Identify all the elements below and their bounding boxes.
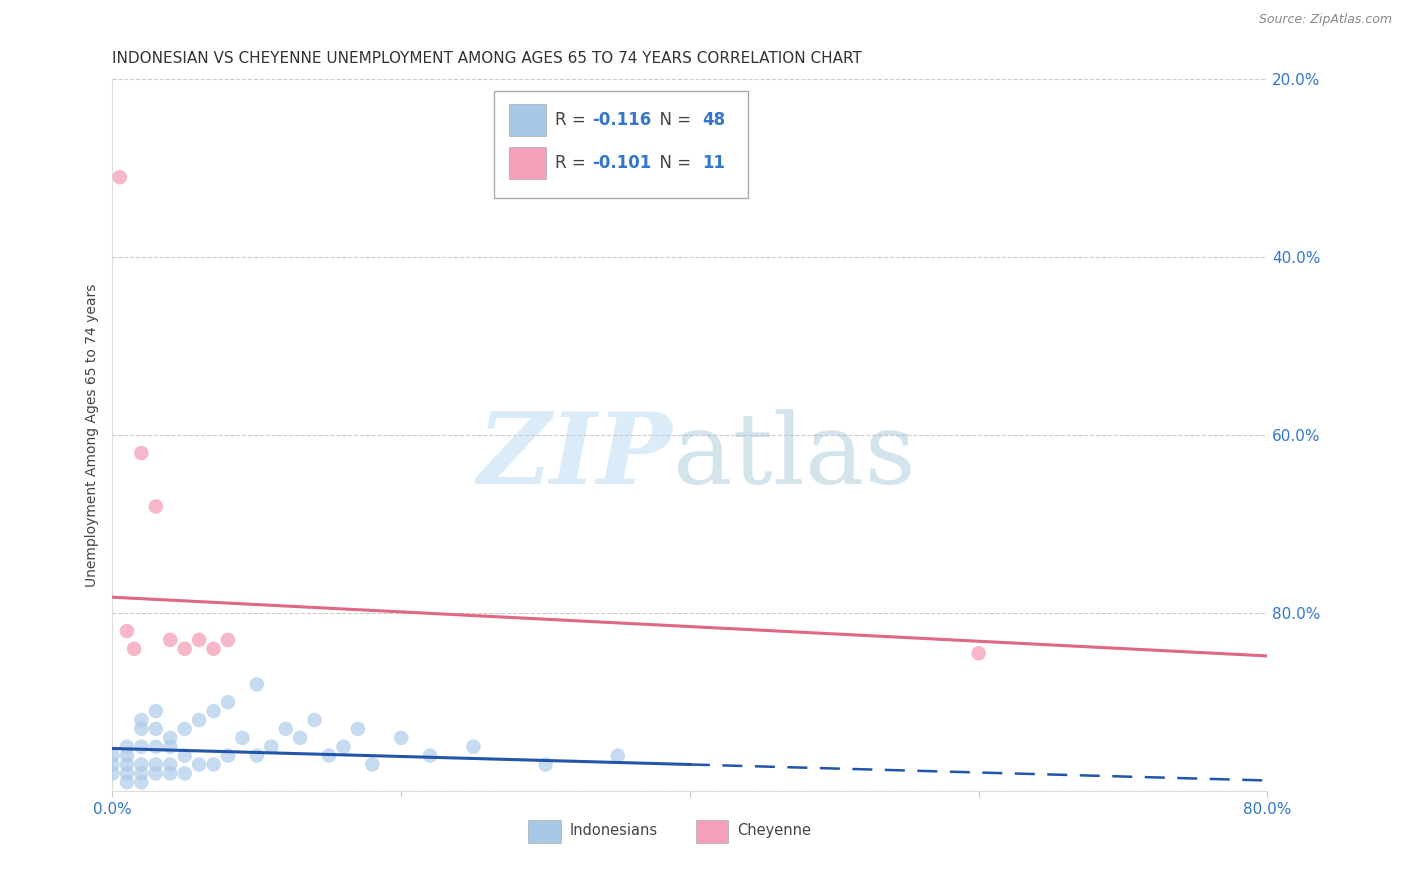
Text: ZIP: ZIP xyxy=(478,409,672,505)
Point xyxy=(159,757,181,772)
FancyBboxPatch shape xyxy=(509,146,546,178)
Point xyxy=(115,757,138,772)
Point xyxy=(202,757,225,772)
Point xyxy=(231,731,253,745)
Point xyxy=(145,722,167,736)
Text: R =: R = xyxy=(555,153,591,171)
Point xyxy=(131,766,153,780)
Point xyxy=(389,731,412,745)
Text: Source: ZipAtlas.com: Source: ZipAtlas.com xyxy=(1258,13,1392,27)
Point xyxy=(131,713,153,727)
Point xyxy=(188,757,211,772)
Point xyxy=(318,748,340,763)
Point xyxy=(131,775,153,789)
Point xyxy=(159,766,181,780)
Point xyxy=(145,500,167,514)
Point xyxy=(274,722,297,736)
Point xyxy=(173,748,195,763)
Point xyxy=(131,446,153,460)
Point xyxy=(115,624,138,638)
Point xyxy=(159,739,181,754)
Text: -0.116: -0.116 xyxy=(592,111,651,129)
Point xyxy=(246,677,269,691)
Text: N =: N = xyxy=(650,111,697,129)
FancyBboxPatch shape xyxy=(494,92,748,198)
Point xyxy=(131,739,153,754)
Point xyxy=(115,775,138,789)
FancyBboxPatch shape xyxy=(529,821,561,843)
Text: 11: 11 xyxy=(703,153,725,171)
Point xyxy=(122,641,145,656)
Point xyxy=(332,739,354,754)
Point xyxy=(115,766,138,780)
Point xyxy=(188,632,211,647)
Point xyxy=(217,748,239,763)
Point xyxy=(115,748,138,763)
Text: N =: N = xyxy=(650,153,697,171)
FancyBboxPatch shape xyxy=(696,821,728,843)
Point xyxy=(967,646,990,660)
Point xyxy=(101,748,124,763)
Point xyxy=(288,731,311,745)
Point xyxy=(145,766,167,780)
Text: -0.101: -0.101 xyxy=(592,153,651,171)
Point xyxy=(101,757,124,772)
Point xyxy=(260,739,283,754)
Y-axis label: Unemployment Among Ages 65 to 74 years: Unemployment Among Ages 65 to 74 years xyxy=(86,284,100,587)
Point xyxy=(361,757,384,772)
Text: atlas: atlas xyxy=(672,409,915,505)
Text: Cheyenne: Cheyenne xyxy=(737,822,811,838)
Point xyxy=(534,757,557,772)
Point xyxy=(159,731,181,745)
Point xyxy=(606,748,628,763)
Point xyxy=(145,757,167,772)
Point xyxy=(115,739,138,754)
Point xyxy=(188,713,211,727)
Point xyxy=(217,632,239,647)
Point xyxy=(145,704,167,718)
Point xyxy=(101,766,124,780)
Point xyxy=(131,722,153,736)
Point xyxy=(304,713,326,727)
Text: R =: R = xyxy=(555,111,591,129)
Point xyxy=(173,641,195,656)
Text: Indonesians: Indonesians xyxy=(569,822,658,838)
Text: INDONESIAN VS CHEYENNE UNEMPLOYMENT AMONG AGES 65 TO 74 YEARS CORRELATION CHART: INDONESIAN VS CHEYENNE UNEMPLOYMENT AMON… xyxy=(112,51,862,66)
Point xyxy=(145,739,167,754)
Text: 48: 48 xyxy=(703,111,725,129)
Point xyxy=(419,748,441,763)
Point xyxy=(173,722,195,736)
Point xyxy=(173,766,195,780)
Point xyxy=(246,748,269,763)
Point xyxy=(108,170,131,185)
Point xyxy=(347,722,370,736)
FancyBboxPatch shape xyxy=(509,103,546,136)
Point xyxy=(463,739,485,754)
Point xyxy=(131,757,153,772)
Point xyxy=(202,704,225,718)
Point xyxy=(202,641,225,656)
Point xyxy=(217,695,239,709)
Point xyxy=(159,632,181,647)
